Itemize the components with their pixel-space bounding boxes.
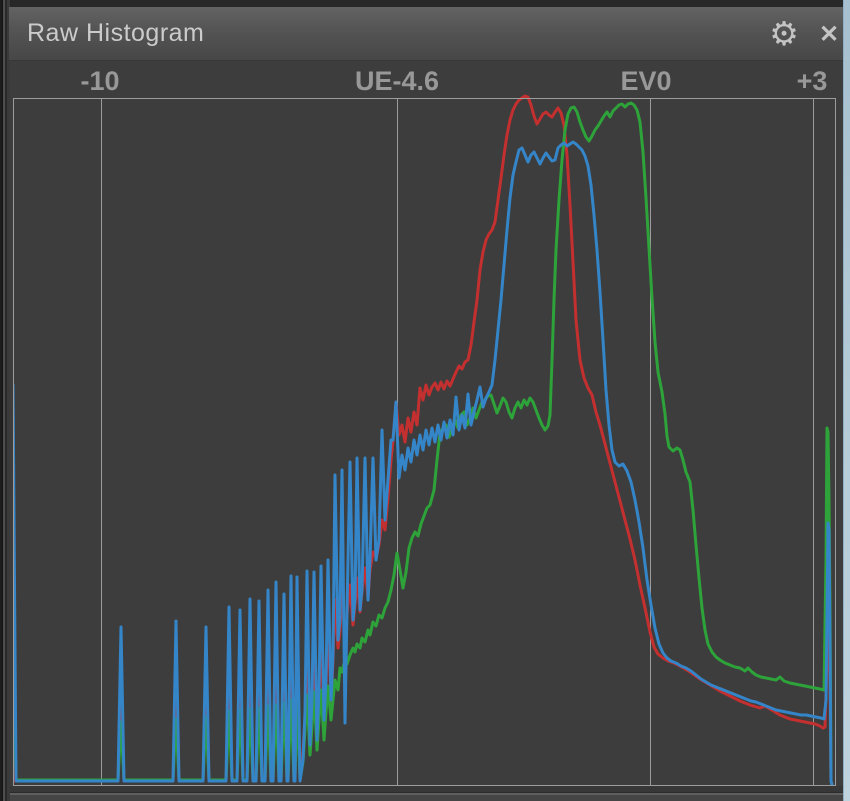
app-background-strip — [843, 0, 850, 801]
x-axis-tick-row: -10 UE-4.6 EV0 +3 — [0, 66, 850, 98]
panel-title: Raw Histogram — [27, 19, 205, 47]
settings-button[interactable]: ⚙ — [765, 15, 803, 53]
blue-channel-curve — [14, 140, 834, 785]
close-icon: ✕ — [818, 20, 840, 48]
titlebar[interactable]: Raw Histogram ⚙ ✕ — [9, 7, 843, 61]
axis-tick-label: +3 — [796, 66, 828, 96]
panel-bottom-edge — [10, 786, 843, 801]
axis-tick-label: -10 — [80, 66, 120, 96]
gear-icon: ⚙ — [769, 15, 799, 52]
close-button[interactable]: ✕ — [810, 15, 848, 53]
panel-splitter-left[interactable] — [0, 0, 10, 801]
axis-tick-label: EV0 — [620, 66, 672, 96]
window-top-edge — [0, 0, 850, 7]
plot-border — [13, 98, 836, 786]
axis-tick-label: UE-4.6 — [354, 66, 440, 96]
